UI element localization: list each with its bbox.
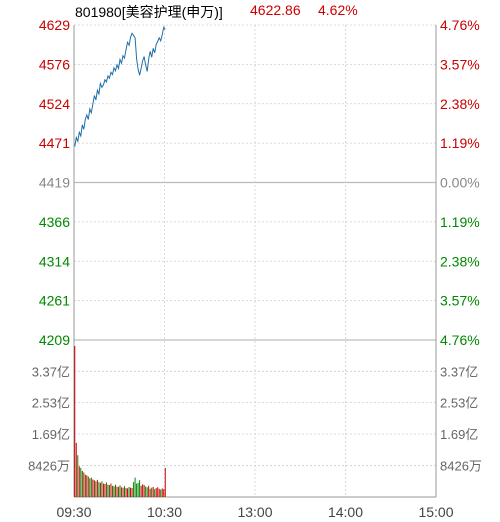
volume-tick-left: 2.53亿 [32,396,70,411]
price-tick-left: 4471 [39,135,70,151]
time-tick: 14:00 [328,504,363,520]
percent-tick-right: 1.19% [440,135,480,151]
volume-tick-left: 8426万 [28,459,70,474]
price-line [74,26,166,147]
time-tick: 15:00 [418,504,453,520]
price-tick-left: 4366 [39,214,70,230]
volume-tick-left: 3.37亿 [32,364,70,379]
index-title: 801980[美容护理(申万)] [75,4,223,20]
price-tick-left: 4314 [39,253,70,269]
last-price: 4622.86 [250,2,301,18]
time-tick: 13:00 [237,504,272,520]
percent-tick-right: 3.57% [440,56,480,72]
percent-tick-right: 4.76% [440,17,480,33]
price-tick-left: 4209 [39,332,70,348]
time-tick: 09:30 [56,504,91,520]
percent-tick-right: 3.57% [440,293,480,309]
percent-tick-right: 2.38% [440,253,480,269]
percent-tick-right: 1.19% [440,214,480,230]
price-tick-left: 4576 [39,56,70,72]
volume-tick-right: 1.69亿 [440,427,478,442]
price-tick-left: 4419 [39,175,70,191]
volume-tick-right: 2.53亿 [440,396,478,411]
change-percent: 4.62% [318,2,358,18]
percent-tick-right: 0.00% [440,175,480,191]
volume-tick-left: 1.69亿 [32,427,70,442]
volume-tick-right: 8426万 [440,459,482,474]
price-tick-left: 4524 [39,96,70,112]
time-tick: 10:30 [147,504,182,520]
price-tick-left: 4629 [39,17,70,33]
price-tick-left: 4261 [39,293,70,309]
percent-tick-right: 4.76% [440,332,480,348]
volume-tick-right: 3.37亿 [440,364,478,379]
percent-tick-right: 2.38% [440,96,480,112]
